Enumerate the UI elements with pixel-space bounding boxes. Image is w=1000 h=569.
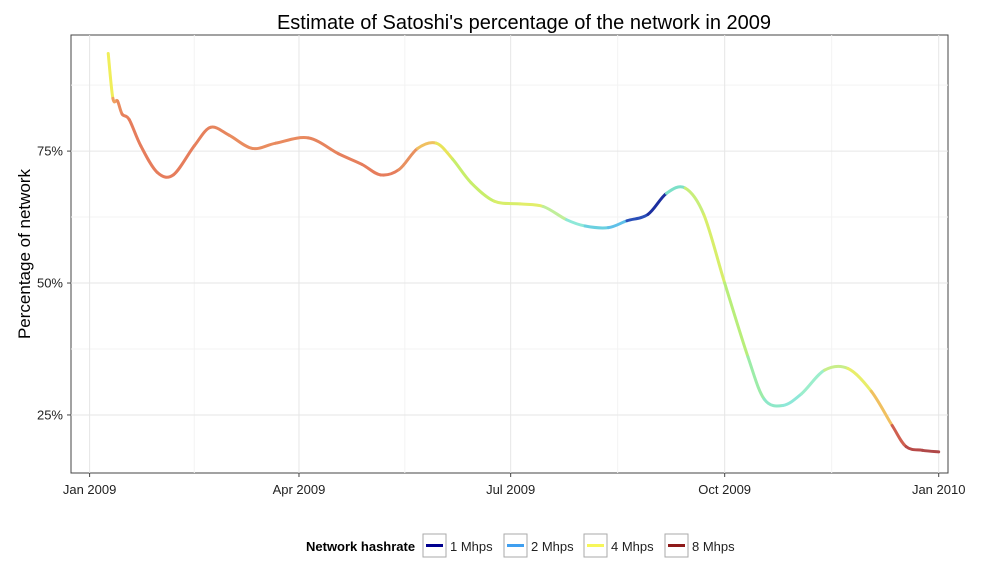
legend-label: 8 Mhps: [692, 539, 735, 554]
legend-item: 1 Mhps: [422, 533, 493, 558]
line-segment: [139, 144, 159, 174]
plot-area: [70, 34, 949, 474]
chart-title: Estimate of Satoshi's percentage of the …: [277, 12, 771, 34]
line-segment: [890, 424, 908, 449]
y-tick-label: 75%: [37, 144, 63, 159]
legend: Network hashrate 1 Mhps 2 Mhps 4 Mhps 8 Mhp…: [306, 533, 735, 558]
line-segment: [823, 364, 850, 372]
line-segment: [192, 125, 213, 148]
line-segment: [846, 367, 873, 393]
legend-item: 2 Mhps: [503, 533, 574, 558]
legend-title: Network hashrate: [306, 539, 415, 554]
line-segment: [583, 224, 610, 230]
line-segment: [541, 205, 568, 222]
line-segment: [492, 199, 522, 206]
y-axis: 25% 50% 75%: [37, 144, 71, 422]
line-segment: [683, 186, 706, 216]
legend-label: 1 Mhps: [450, 539, 493, 554]
y-axis-title: Percentage of network: [15, 168, 34, 339]
line-segment: [625, 212, 650, 223]
x-tick-label: Jan 2009: [63, 482, 117, 497]
line-segment: [746, 355, 766, 401]
line-segment: [518, 202, 545, 209]
line-segment: [434, 141, 455, 161]
line-segment: [360, 162, 382, 177]
line-segment: [306, 136, 341, 156]
minor-grid: [71, 35, 948, 473]
line-segment: [469, 181, 496, 203]
legend-items: 1 Mhps 2 Mhps 4 Mhps 8 Mhps: [422, 533, 735, 558]
y-tick-label: 25%: [37, 407, 63, 422]
line-segment: [171, 144, 196, 177]
line-segment: [606, 219, 629, 230]
line-segment: [665, 185, 687, 195]
line-segment: [762, 397, 785, 408]
plot-panel: [70, 34, 949, 474]
line-segment: [646, 191, 669, 216]
major-grid: [71, 35, 948, 473]
line-segment: [250, 141, 278, 151]
x-tick-label: Apr 2009: [273, 482, 326, 497]
line-segment: [155, 170, 175, 179]
legend-label: 2 Mhps: [531, 539, 574, 554]
legend-item: 4 Mhps: [583, 533, 654, 558]
x-tick-label: Oct 2009: [698, 482, 751, 497]
line-segment: [799, 368, 827, 396]
line-segment: [378, 168, 401, 177]
legend-label: 4 Mhps: [611, 539, 654, 554]
legend-item: 8 Mhps: [664, 533, 735, 558]
x-axis: Jan 2009 Apr 2009 Jul 2009 Oct 2009 Jan 2010: [63, 473, 966, 497]
line-segment: [451, 157, 473, 185]
line-series: [106, 51, 941, 454]
line-segment: [227, 133, 254, 150]
line-segment: [274, 136, 310, 145]
x-tick-label: Jul 2009: [486, 482, 535, 497]
line-segment: [781, 392, 803, 407]
line-segment: [869, 389, 894, 428]
x-tick-label: Jan 2010: [912, 482, 966, 497]
line-segment: [337, 152, 364, 166]
line-segment: [397, 146, 420, 172]
line-segment: [702, 212, 727, 285]
line-segment: [127, 117, 143, 148]
line-segment: [723, 281, 750, 359]
line-segment: [106, 51, 115, 100]
line-segment: [564, 218, 587, 228]
line-segment: [209, 125, 231, 137]
y-tick-label: 50%: [37, 276, 63, 291]
line-segment: [416, 141, 438, 150]
line-segment: [920, 448, 941, 454]
